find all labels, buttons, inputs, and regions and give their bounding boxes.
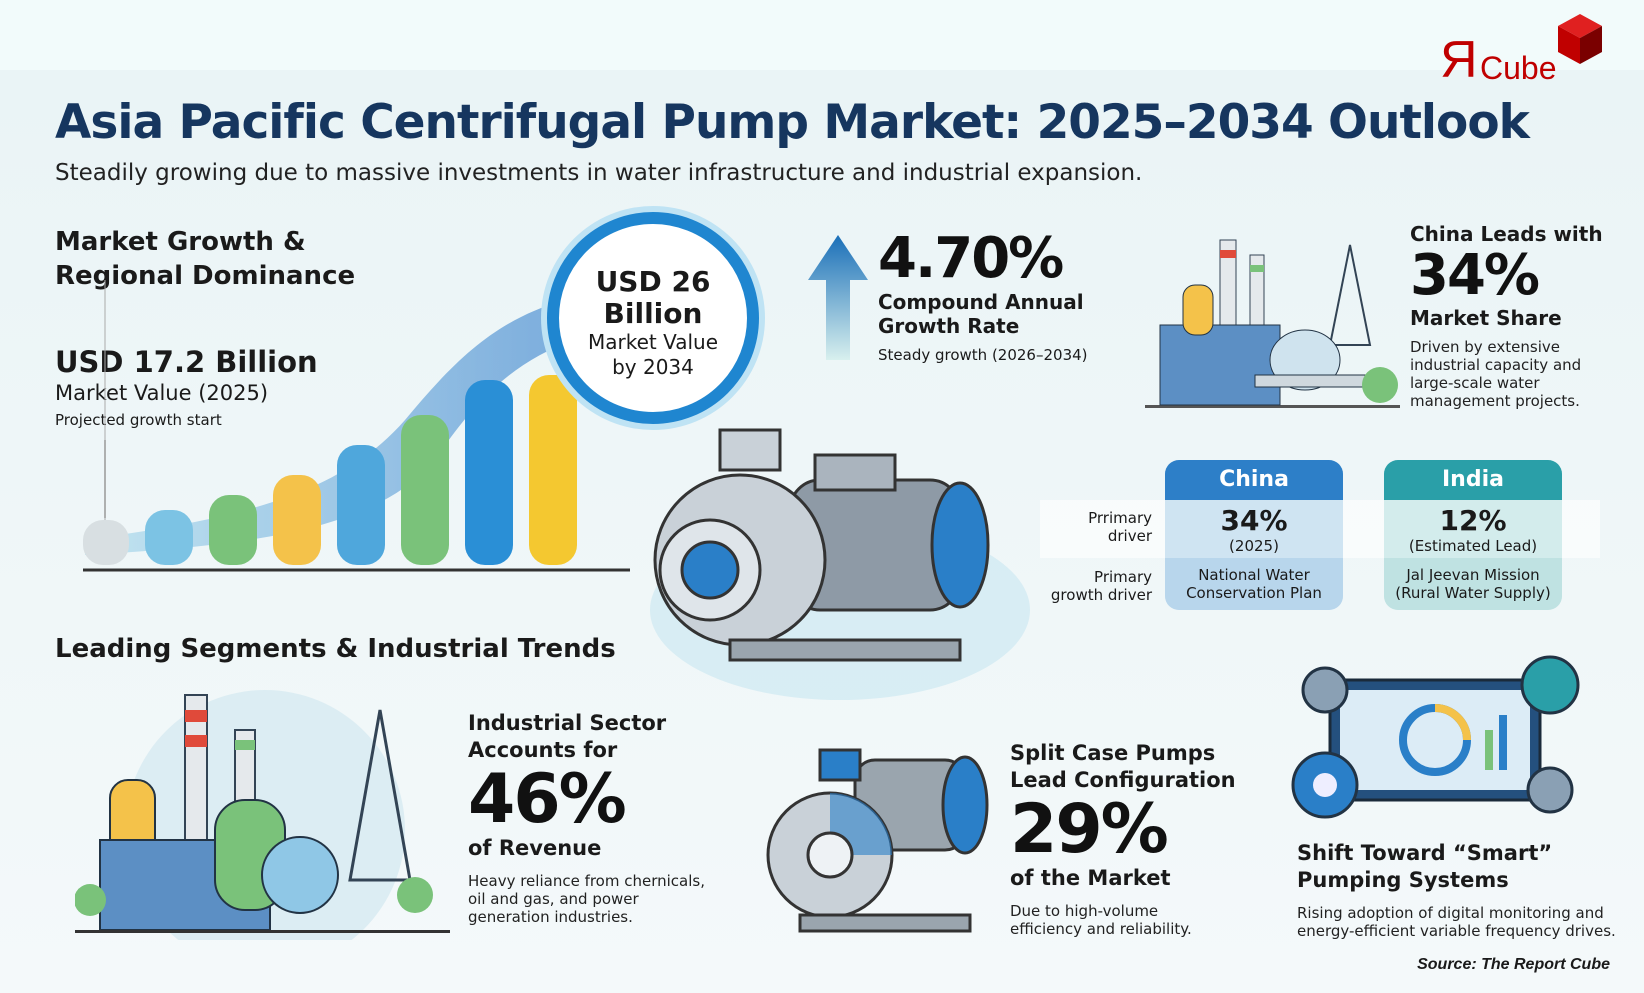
split-label: of the Market [1010,866,1171,890]
start-note: Projected growth start [55,411,222,429]
split-label: Lead Configuration [1010,768,1236,792]
page-title: Asia Pacific Centrifugal Pump Market: 20… [55,95,1530,150]
centrifugal-pump-illustration [650,428,1030,700]
industrial-label: Industrial Sector [468,711,667,735]
table-column-india: India 12% (Estimated Lead) Jal Jeevan Mis… [1384,460,1562,610]
cagr-label: Growth Rate [878,314,1020,338]
cell-value: 34% [1220,504,1288,537]
start-value: USD 17.2 Billion [55,345,318,379]
start-label: Market Value (2025) [55,381,269,405]
cagr-label: Compound Annual [878,290,1084,314]
end-value-badge: USD 26 Billion Market Value by 2034 [547,212,759,424]
split-desc: Due to high-volume efficiency and reliab… [1010,902,1192,938]
cagr-value: 4.70% [878,226,1064,291]
china-lead-block: China Leads with 34% Market Share Driven… [1410,222,1610,410]
smart-label: Shift Toward “Smart” [1297,841,1553,865]
industrial-illustration [75,690,450,940]
column-header: China [1165,460,1343,500]
cagr-block: 4.70% Compound Annual Growth Rate Steady… [878,226,1088,365]
segments-heading: Leading Segments & Industrial Trends [55,634,616,664]
split-case-pump-illustration [766,748,989,933]
row-label: driver [1107,527,1152,545]
cell-value: 12% [1439,504,1507,537]
logo-mark: Я [1440,31,1478,89]
industrial-label: Accounts for [468,738,618,762]
industrial-label: of Revenue [468,836,602,860]
smart-dashboard-gears-illustration [1291,655,1580,819]
logo: Я Cube [1440,12,1620,92]
row-label: Primary [1094,568,1152,586]
row-label: growth driver [1050,586,1152,604]
china-lead-value: 34% [1410,243,1540,308]
table-column-china: China 34% (2025) National Water Conservati… [1165,460,1343,610]
growth-bars-illustration [83,280,630,572]
cell-driver: (Rural Water Supply) [1395,584,1551,602]
cell-sub: (Estimated Lead) [1408,537,1538,555]
industrial-desc: Heavy reliance from chernicals, oil and … [468,872,705,926]
china-lead-label: China Leads with [1410,222,1603,246]
end-label: Market Value [587,330,719,354]
heading-line: Market Growth & [55,227,306,257]
cell-driver: Conservation Plan [1186,584,1322,602]
logo-word: Cube [1480,50,1557,86]
column-header: India [1384,460,1562,500]
page-subtitle: Steadily growing due to massive investme… [55,160,1143,186]
split-label: Split Case Pumps [1010,741,1216,765]
cell-driver: Jal Jeevan Mission [1406,566,1540,584]
end-value: Billion [603,297,703,330]
cagr-note: Steady growth (2026–2034) [878,346,1088,364]
split-value: 29% [1010,790,1169,869]
factory-illustration [1145,239,1400,408]
arrow-up-icon [808,235,868,360]
split-block: Split Case Pumps Lead Configuration 29% … [1010,740,1260,938]
end-value: USD 26 [595,265,711,298]
row-label-driver: Prrimary driver [1042,509,1152,545]
start-value-block: USD 17.2 Billion Market Value (2025) Pro… [55,345,318,429]
china-lead-desc: Driven by extensive industrial capacity … [1410,338,1582,410]
industrial-value: 46% [468,760,627,839]
row-label-growth-driver: Primary growth driver [1042,568,1152,604]
cell-driver: National Water [1198,566,1310,584]
row-label: Prrimary [1088,509,1152,527]
industrial-block: Industrial Sector Accounts for 46% of Re… [468,710,708,926]
china-lead-label: Market Share [1410,306,1562,330]
smart-block: Shift Toward “Smart” Pumping Systems Ris… [1297,840,1627,940]
cell-sub: (2025) [1229,537,1279,555]
smart-desc: Rising adoption of digital monitoring an… [1297,904,1616,940]
smart-label: Pumping Systems [1297,868,1509,892]
end-label: by 2034 [612,355,694,379]
source-note: Source: The Report Cube [1417,956,1610,973]
